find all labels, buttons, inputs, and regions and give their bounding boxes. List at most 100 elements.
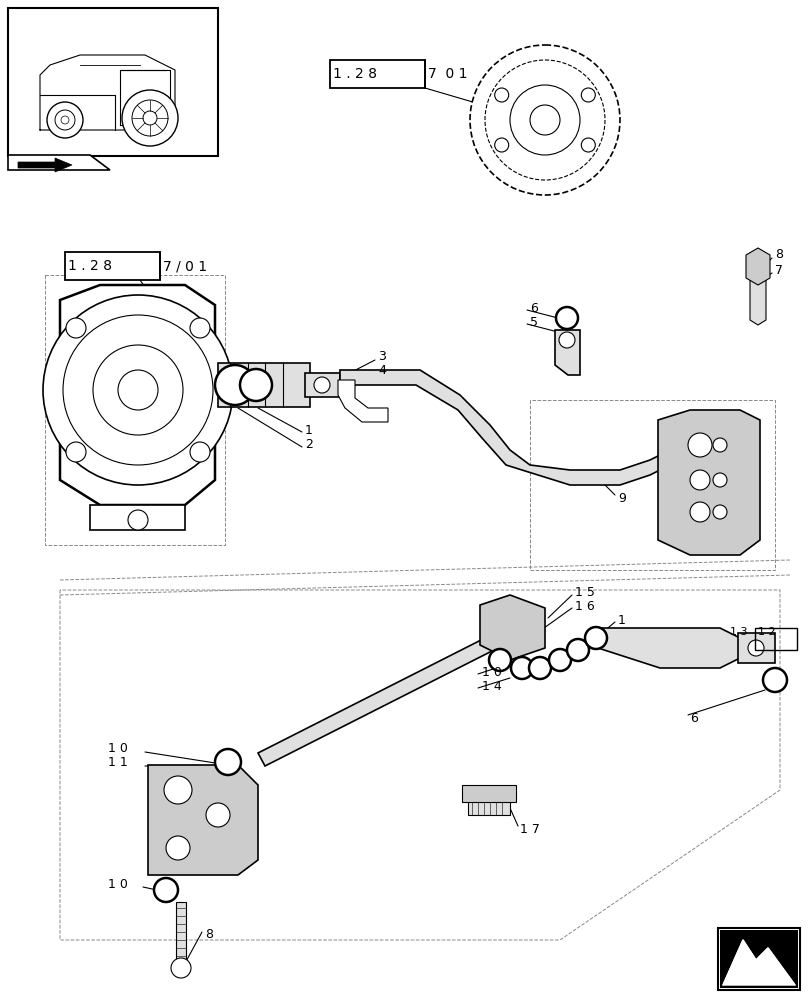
Circle shape	[128, 510, 148, 530]
Bar	[329, 60, 424, 88]
Text: 1 2: 1 2	[757, 627, 775, 637]
Polygon shape	[148, 765, 258, 875]
Circle shape	[712, 473, 726, 487]
Circle shape	[164, 776, 191, 804]
Circle shape	[240, 369, 272, 401]
Polygon shape	[90, 505, 185, 530]
Circle shape	[488, 649, 510, 671]
Circle shape	[206, 803, 230, 827]
Circle shape	[530, 105, 560, 135]
Text: 7 / 0 1: 7 / 0 1	[163, 259, 207, 273]
Bar	[717, 928, 799, 990]
Circle shape	[63, 315, 212, 465]
Polygon shape	[657, 410, 759, 555]
Text: 1 6: 1 6	[574, 599, 594, 612]
Text: 1 0: 1 0	[482, 666, 501, 678]
Circle shape	[712, 505, 726, 519]
Circle shape	[510, 657, 532, 679]
Text: 1 3: 1 3	[729, 627, 747, 637]
Bar	[8, 8, 217, 156]
Circle shape	[122, 90, 178, 146]
Bar	[719, 930, 797, 988]
Circle shape	[314, 377, 329, 393]
Circle shape	[470, 45, 620, 195]
Circle shape	[581, 138, 594, 152]
Polygon shape	[722, 940, 794, 985]
Bar	[754, 628, 796, 650]
Circle shape	[494, 138, 508, 152]
Text: 8: 8	[774, 248, 782, 261]
Circle shape	[484, 60, 604, 180]
Text: 3: 3	[378, 350, 385, 362]
Circle shape	[762, 668, 786, 692]
Text: 7  0 1: 7 0 1	[427, 67, 467, 81]
Circle shape	[66, 442, 86, 462]
Circle shape	[171, 958, 191, 978]
Circle shape	[509, 85, 579, 155]
Circle shape	[66, 318, 86, 338]
Polygon shape	[258, 638, 491, 766]
Polygon shape	[337, 380, 388, 422]
Polygon shape	[554, 330, 579, 375]
Polygon shape	[18, 158, 72, 172]
Text: 4: 4	[378, 363, 385, 376]
Circle shape	[584, 627, 607, 649]
Circle shape	[190, 318, 210, 338]
Polygon shape	[467, 800, 509, 815]
Text: 6: 6	[530, 302, 537, 314]
Polygon shape	[737, 633, 774, 663]
Circle shape	[93, 345, 182, 435]
Polygon shape	[176, 902, 186, 960]
Text: 1 7: 1 7	[519, 823, 539, 836]
Circle shape	[47, 102, 83, 138]
Polygon shape	[749, 275, 765, 325]
Circle shape	[687, 433, 711, 457]
Text: 2: 2	[305, 438, 312, 452]
Circle shape	[548, 649, 570, 671]
Text: 7: 7	[774, 263, 782, 276]
Polygon shape	[461, 785, 515, 802]
Circle shape	[556, 307, 577, 329]
Text: 8: 8	[204, 928, 212, 941]
Circle shape	[689, 470, 709, 490]
Text: 1 0: 1 0	[108, 878, 127, 891]
Circle shape	[712, 438, 726, 452]
Circle shape	[747, 640, 763, 656]
Text: 1 1: 1 1	[108, 756, 127, 768]
Polygon shape	[479, 595, 544, 660]
Circle shape	[165, 836, 190, 860]
Text: 1: 1	[305, 424, 312, 436]
Circle shape	[689, 502, 709, 522]
Text: 1 5: 1 5	[574, 585, 594, 598]
Text: 6: 6	[689, 712, 697, 724]
Bar	[65, 252, 160, 280]
Circle shape	[215, 749, 241, 775]
Polygon shape	[305, 373, 340, 397]
Circle shape	[55, 110, 75, 130]
Polygon shape	[340, 370, 679, 485]
Text: 1 0: 1 0	[108, 742, 127, 754]
Circle shape	[190, 442, 210, 462]
Circle shape	[581, 88, 594, 102]
Polygon shape	[597, 628, 739, 668]
Circle shape	[566, 639, 588, 661]
Text: 1: 1	[617, 613, 625, 626]
Text: 5: 5	[530, 316, 538, 328]
Polygon shape	[217, 363, 310, 407]
Circle shape	[43, 295, 233, 485]
Circle shape	[215, 365, 255, 405]
Text: 1 4: 1 4	[482, 680, 501, 692]
Circle shape	[558, 332, 574, 348]
Circle shape	[132, 100, 168, 136]
Circle shape	[61, 116, 69, 124]
Circle shape	[154, 878, 178, 902]
Text: 9: 9	[617, 491, 625, 504]
Circle shape	[528, 657, 551, 679]
Polygon shape	[745, 248, 769, 285]
Text: 1 . 2 8: 1 . 2 8	[333, 67, 376, 81]
Circle shape	[143, 111, 157, 125]
Circle shape	[118, 370, 158, 410]
Polygon shape	[8, 155, 109, 170]
Text: 1 . 2 8: 1 . 2 8	[68, 259, 112, 273]
Polygon shape	[60, 285, 215, 505]
